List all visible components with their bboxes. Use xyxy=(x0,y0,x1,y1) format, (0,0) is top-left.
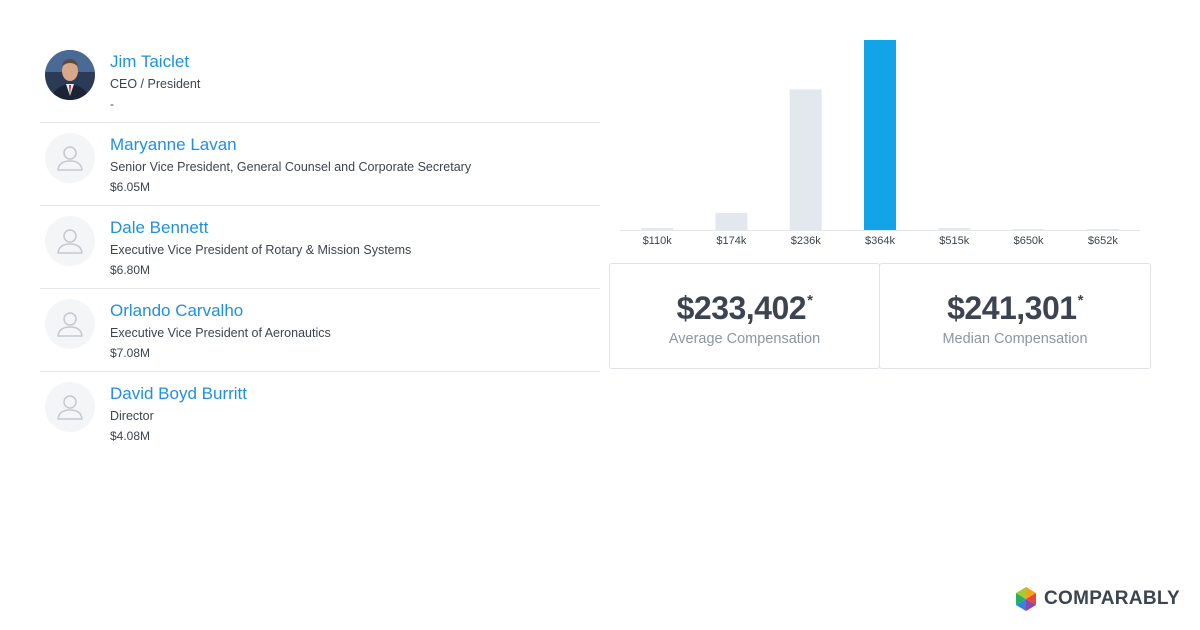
brand-logo[interactable]: COMPARABLY xyxy=(1013,586,1180,612)
chart-bar[interactable] xyxy=(641,228,674,230)
chart-bar[interactable] xyxy=(789,89,822,231)
executive-compensation: $7.08M xyxy=(110,346,151,360)
executive-compensation: - xyxy=(110,97,114,111)
executive-list-item[interactable]: Orlando Carvalho Executive Vice President… xyxy=(40,289,600,372)
chart-bar[interactable] xyxy=(715,212,748,230)
user-placeholder-icon xyxy=(45,133,95,183)
executive-compensation: $6.05M xyxy=(110,180,151,194)
chart-bar[interactable] xyxy=(1086,229,1119,230)
median-compensation-label: Median Compensation xyxy=(942,331,1088,347)
brand-name: COMPARABLY xyxy=(1043,588,1180,609)
x-tick-label: $364k xyxy=(865,235,895,247)
comparably-logo-icon xyxy=(1015,587,1036,611)
x-tick-label: $236k xyxy=(791,235,821,247)
chart-bar[interactable] xyxy=(864,40,896,230)
executive-name[interactable]: Maryanne Lavan xyxy=(110,135,237,154)
median-compensation-card: $241,301* Median Compensation xyxy=(879,263,1151,369)
chart-bar[interactable] xyxy=(1012,229,1045,230)
user-placeholder-icon xyxy=(45,382,95,432)
x-tick-label: $515k xyxy=(939,235,969,247)
average-compensation-label: Average Compensation xyxy=(668,331,821,347)
executive-list-item[interactable]: David Boyd Burritt Director $4.08M xyxy=(40,372,600,455)
executive-photo xyxy=(45,50,95,100)
x-tick-label: $110k xyxy=(643,235,673,247)
executive-list-item[interactable]: Maryanne Lavan Senior Vice President, Gen… xyxy=(40,123,600,206)
executive-name[interactable]: Dale Bennett xyxy=(110,218,209,237)
executive-name[interactable]: Orlando Carvalho xyxy=(110,301,244,320)
executive-title: Director xyxy=(110,409,154,423)
average-compensation-value: $233,402* xyxy=(676,290,813,326)
x-tick-label: $652k xyxy=(1088,235,1118,247)
median-compensation-value: $241,301* xyxy=(947,290,1084,326)
executive-title: Senior Vice President, General Counsel a… xyxy=(110,160,472,174)
x-tick-label: $650k xyxy=(1014,235,1044,247)
average-compensation-card: $233,402* Average Compensation xyxy=(609,263,880,369)
executive-title: CEO / President xyxy=(110,77,201,91)
executive-list-item[interactable]: Jim Taiclet CEO / President - xyxy=(40,40,600,123)
x-tick-label: $174k xyxy=(716,235,746,247)
salary-distribution-chart: $110k $174k $236k $364k $515k $650k $652k xyxy=(610,20,1150,250)
executive-compensation: $4.08M xyxy=(110,429,151,443)
executive-name[interactable]: Jim Taiclet xyxy=(110,52,190,71)
executive-list-item[interactable]: Dale Bennett Executive Vice President of … xyxy=(40,206,600,289)
chart-bar[interactable] xyxy=(938,228,971,230)
salary-chart-svg: $110k $174k $236k $364k $515k $650k $652k xyxy=(620,40,1140,247)
executive-title: Executive Vice President of Rotary & Mis… xyxy=(110,243,412,257)
executive-compensation: $6.80M xyxy=(110,263,151,277)
median-compensation-marker: * xyxy=(1077,292,1084,309)
executive-title: Executive Vice President of Aeronautics xyxy=(110,326,331,340)
average-compensation-marker: * xyxy=(807,292,813,309)
executive-list: Jim Taiclet CEO / President - Maryanne Lava… xyxy=(40,40,600,455)
executive-name[interactable]: David Boyd Burritt xyxy=(110,384,247,403)
user-placeholder-icon xyxy=(45,299,95,349)
user-placeholder-icon xyxy=(45,216,95,266)
